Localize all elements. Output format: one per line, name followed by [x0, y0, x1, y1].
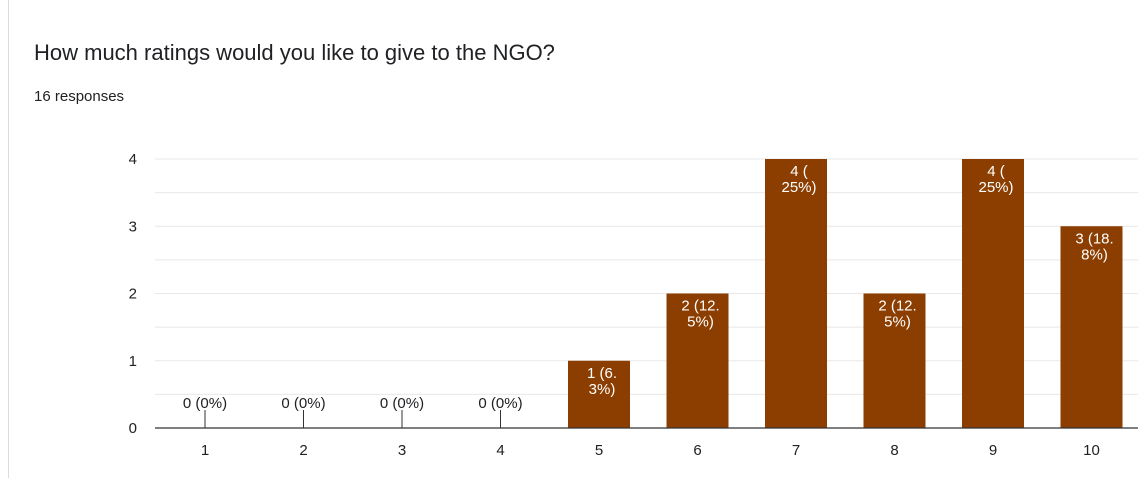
y-tick-label: 1: [129, 353, 137, 370]
bar: [1060, 226, 1123, 428]
data-label: 25%): [781, 179, 816, 196]
data-label: 0 (0%): [183, 395, 227, 412]
x-tick-label: 3: [398, 442, 406, 459]
data-label: 2 (12.: [878, 298, 916, 315]
bar: [863, 293, 926, 428]
data-label: 5%): [884, 314, 911, 331]
x-tick-label: 2: [299, 442, 307, 459]
data-label: 25%): [978, 179, 1013, 196]
x-tick-label: 10: [1083, 442, 1100, 459]
y-tick-label: 2: [129, 286, 137, 303]
y-tick-label: 4: [129, 151, 137, 168]
question-title: How much ratings would you like to give …: [34, 40, 555, 65]
data-label: 0 (0%): [380, 395, 424, 412]
data-label: 2 (12.: [681, 298, 719, 315]
bar: [666, 293, 729, 428]
data-label: 1 (6.: [587, 365, 617, 382]
data-label: 3%): [589, 381, 616, 398]
x-tick-label: 1: [201, 442, 209, 459]
x-tick-label: 4: [496, 442, 504, 459]
data-label: 4 (: [790, 163, 808, 180]
x-tick-label: 8: [890, 442, 898, 459]
response-count: 16 responses: [34, 88, 125, 105]
card-left-border: [8, 0, 9, 478]
data-label: 0 (0%): [478, 395, 522, 412]
data-label: 0 (0%): [281, 395, 325, 412]
bar: [568, 360, 630, 428]
y-tick-label: 3: [129, 218, 137, 235]
x-tick-label: 9: [989, 442, 997, 459]
x-tick-label: 5: [595, 442, 603, 459]
data-label: 4 (: [987, 163, 1005, 180]
data-label: 8%): [1081, 246, 1108, 263]
bar: [962, 159, 1024, 428]
data-label: 3 (18.: [1075, 230, 1113, 247]
x-tick-label: 6: [693, 442, 701, 459]
y-tick-label: 0: [129, 420, 137, 437]
bar: [765, 159, 827, 428]
x-tick-label: 7: [792, 442, 800, 459]
data-label: 5%): [687, 314, 714, 331]
